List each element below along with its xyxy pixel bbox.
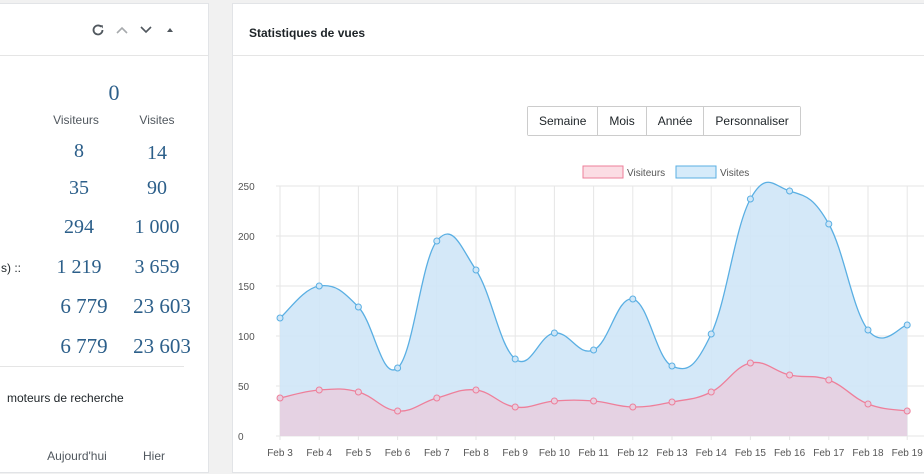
x-tick-label: Feb 13 bbox=[656, 448, 688, 459]
right-panel: Statistiques de vues Semaine Mois Année … bbox=[232, 3, 924, 473]
visitors-point bbox=[550, 397, 558, 405]
stat-visits: 90 bbox=[147, 177, 167, 199]
visits-point bbox=[315, 282, 323, 290]
visitors-point bbox=[668, 398, 676, 406]
stat-visitors: 8 bbox=[74, 140, 84, 162]
stat-visits: 23 603 bbox=[133, 334, 191, 358]
visitors-point bbox=[433, 394, 441, 402]
period-week-button[interactable]: Semaine bbox=[528, 107, 599, 135]
stat-visitors: 1 219 bbox=[56, 256, 102, 278]
visitors-point bbox=[472, 386, 480, 394]
y-tick-label: 150 bbox=[238, 282, 255, 293]
period-month-button[interactable]: Mois bbox=[598, 107, 647, 135]
x-tick-label: Feb 7 bbox=[424, 448, 450, 459]
period-selector: Semaine Mois Année Personnaliser bbox=[527, 106, 801, 136]
period-year-button[interactable]: Année bbox=[646, 107, 705, 135]
visitors-point bbox=[746, 359, 754, 367]
header-divider bbox=[0, 55, 208, 56]
visitors-point bbox=[511, 403, 519, 411]
visitors-point bbox=[629, 403, 637, 411]
total-count: 0 bbox=[108, 80, 120, 105]
stat-visits: 23 603 bbox=[133, 294, 191, 318]
x-tick-label: Feb 14 bbox=[696, 448, 728, 459]
x-tick-label: Feb 18 bbox=[852, 448, 884, 459]
x-tick-label: Feb 10 bbox=[539, 448, 571, 459]
visitors-point bbox=[786, 371, 794, 379]
visits-point bbox=[511, 355, 519, 363]
x-tick-label: Feb 5 bbox=[346, 448, 372, 459]
x-tick-label: Feb 19 bbox=[892, 448, 924, 459]
search-engines-title: moteurs de recherche bbox=[7, 391, 124, 405]
move-down-icon[interactable] bbox=[137, 22, 155, 38]
x-tick-label: Feb 4 bbox=[306, 448, 332, 459]
y-tick-label: 200 bbox=[238, 232, 255, 243]
legend-label: Visites bbox=[720, 168, 749, 179]
x-tick-label: Feb 11 bbox=[578, 448, 609, 459]
visits-point bbox=[433, 237, 441, 245]
stat-visitors: 6 779 bbox=[60, 334, 108, 358]
visits-point bbox=[550, 329, 558, 337]
column-yesterday: Hier bbox=[142, 449, 165, 463]
visits-point bbox=[668, 362, 676, 370]
move-up-icon[interactable] bbox=[113, 22, 131, 38]
visits-point bbox=[354, 303, 362, 311]
visitors-point bbox=[315, 386, 323, 394]
stat-visits: 1 000 bbox=[134, 216, 180, 238]
visitors-point bbox=[354, 388, 362, 396]
visits-point bbox=[825, 220, 833, 228]
header-divider bbox=[233, 55, 924, 56]
x-tick-label: Feb 17 bbox=[813, 448, 845, 459]
row-label: s) :: bbox=[1, 261, 21, 275]
legend-swatch bbox=[675, 165, 717, 179]
views-chart: 0 50 100 150 200 250 Feb 3 Feb 4 Feb 5 Feb 6 Feb 7… bbox=[238, 165, 924, 459]
visitors-point bbox=[864, 400, 872, 408]
visitors-area bbox=[280, 362, 908, 436]
visits-point bbox=[864, 326, 872, 334]
visitors-point bbox=[276, 394, 284, 402]
column-visits: Visites bbox=[139, 113, 175, 127]
x-tick-label: Feb 3 bbox=[267, 448, 293, 459]
section-divider bbox=[0, 366, 184, 367]
visits-point bbox=[590, 346, 598, 354]
visitors-point bbox=[903, 407, 911, 415]
visits-point bbox=[394, 364, 402, 372]
stat-visitors: 35 bbox=[69, 177, 89, 199]
panel-controls bbox=[89, 22, 179, 38]
y-tick-label: 250 bbox=[238, 182, 255, 193]
x-tick-label: Feb 15 bbox=[735, 448, 767, 459]
visitors-point bbox=[394, 407, 402, 415]
left-panel: 0 Visiteurs Visites 8 14 35 90 294 1 000… bbox=[0, 3, 209, 473]
visits-point bbox=[746, 195, 754, 203]
column-visitors: Visiteurs bbox=[53, 113, 99, 127]
x-tick-label: Feb 12 bbox=[617, 448, 649, 459]
visits-point bbox=[629, 295, 637, 303]
visitors-point bbox=[590, 397, 598, 405]
panel-title: Statistiques de vues bbox=[249, 26, 366, 40]
visitors-point bbox=[707, 388, 715, 396]
refresh-icon[interactable] bbox=[89, 22, 107, 38]
x-tick-label: Feb 8 bbox=[463, 448, 489, 459]
stat-visits: 14 bbox=[147, 142, 167, 164]
collapse-icon[interactable] bbox=[161, 22, 179, 38]
visits-point bbox=[276, 314, 284, 322]
stat-visits: 3 659 bbox=[134, 256, 180, 278]
visitors-point bbox=[825, 376, 833, 384]
legend-label: Visiteurs bbox=[627, 168, 665, 179]
period-custom-button[interactable]: Personnaliser bbox=[704, 107, 800, 135]
stat-visitors: 294 bbox=[64, 216, 94, 238]
y-tick-label: 100 bbox=[238, 332, 255, 343]
y-tick-label: 0 bbox=[238, 432, 244, 443]
x-tick-label: Feb 6 bbox=[385, 448, 411, 459]
visits-point bbox=[903, 321, 911, 329]
visits-point bbox=[707, 330, 715, 338]
x-tick-label: Feb 9 bbox=[502, 448, 528, 459]
column-today: Aujourd'hui bbox=[47, 449, 107, 463]
y-tick-label: 50 bbox=[238, 382, 250, 393]
legend-swatch bbox=[582, 165, 624, 179]
visits-point bbox=[786, 187, 794, 195]
stat-visitors: 6 779 bbox=[60, 294, 108, 318]
x-tick-label: Feb 16 bbox=[774, 448, 806, 459]
visits-point bbox=[472, 266, 480, 274]
